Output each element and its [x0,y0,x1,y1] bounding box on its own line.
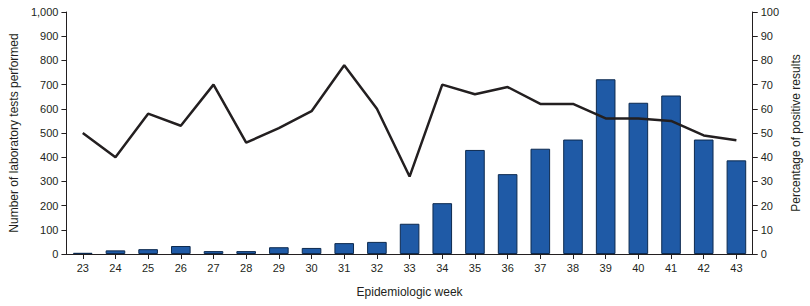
svg-text:34: 34 [436,262,448,274]
svg-text:Percentage of positive results: Percentage of positive results [789,54,803,211]
svg-text:800: 800 [40,54,58,66]
svg-text:35: 35 [469,262,481,274]
svg-text:30: 30 [305,262,317,274]
svg-text:70: 70 [761,79,773,91]
svg-text:100: 100 [40,224,58,236]
svg-text:26: 26 [175,262,187,274]
svg-text:40: 40 [761,151,773,163]
svg-text:600: 600 [40,103,58,115]
svg-text:0: 0 [52,248,58,260]
svg-text:10: 10 [761,224,773,236]
svg-text:37: 37 [534,262,546,274]
svg-text:100: 100 [761,6,779,18]
svg-text:400: 400 [40,151,58,163]
svg-text:30: 30 [761,175,773,187]
svg-text:90: 90 [761,30,773,42]
svg-text:36: 36 [502,262,514,274]
svg-text:23: 23 [77,262,89,274]
svg-text:20: 20 [761,200,773,212]
svg-text:700: 700 [40,79,58,91]
svg-text:Number of laboratory tests per: Number of laboratory tests performed [7,33,21,232]
svg-text:80: 80 [761,54,773,66]
svg-text:500: 500 [40,127,58,139]
svg-text:40: 40 [632,262,644,274]
svg-text:27: 27 [207,262,219,274]
svg-text:31: 31 [338,262,350,274]
svg-text:60: 60 [761,103,773,115]
svg-text:43: 43 [730,262,742,274]
svg-text:24: 24 [109,262,121,274]
svg-text:28: 28 [240,262,252,274]
svg-text:42: 42 [698,262,710,274]
svg-text:32: 32 [371,262,383,274]
svg-text:Epidemiologic week: Epidemiologic week [357,285,464,299]
svg-text:300: 300 [40,175,58,187]
svg-text:200: 200 [40,200,58,212]
svg-text:0: 0 [761,248,767,260]
svg-text:33: 33 [403,262,415,274]
svg-text:39: 39 [600,262,612,274]
svg-text:50: 50 [761,127,773,139]
svg-text:29: 29 [273,262,285,274]
svg-text:41: 41 [665,262,677,274]
svg-text:900: 900 [40,30,58,42]
svg-text:25: 25 [142,262,154,274]
svg-text:1,000: 1,000 [31,6,59,18]
svg-text:38: 38 [567,262,579,274]
